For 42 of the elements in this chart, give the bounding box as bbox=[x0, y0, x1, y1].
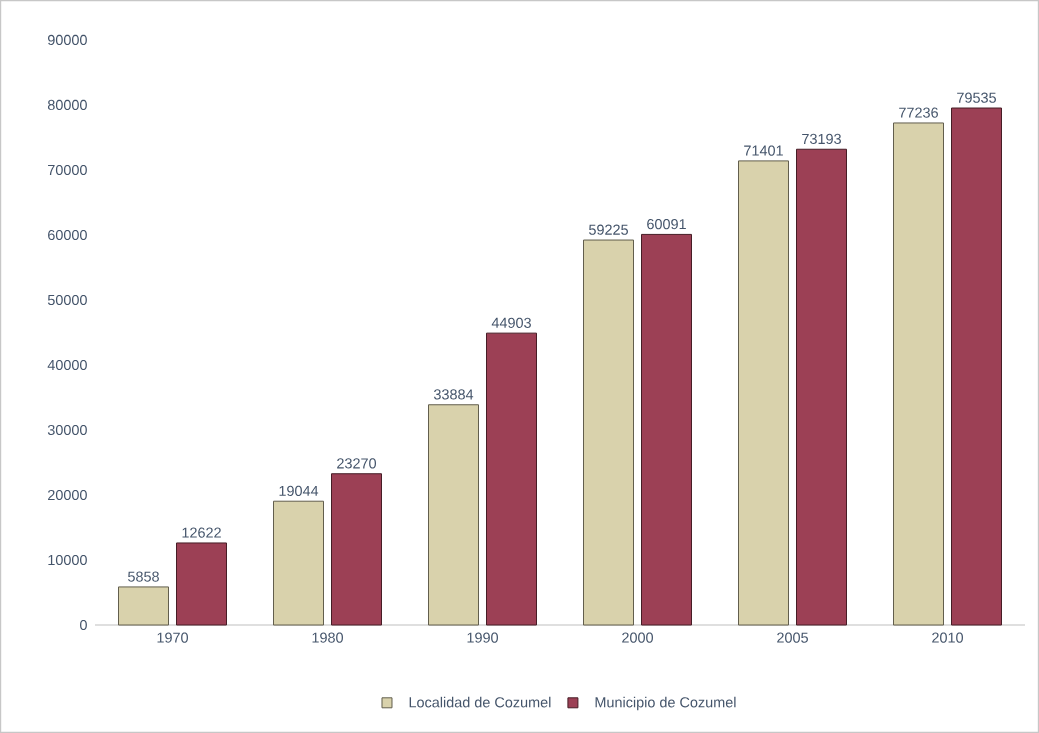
bar bbox=[951, 107, 1003, 626]
y-tick-label: 80000 bbox=[47, 99, 87, 111]
bar bbox=[796, 148, 847, 626]
bar bbox=[641, 233, 692, 626]
data-label: 73193 bbox=[802, 133, 841, 145]
y-tick-label: 40000 bbox=[47, 359, 87, 371]
y-tick-label: 70000 bbox=[48, 164, 87, 176]
x-tick-label: 1990 bbox=[467, 632, 498, 643]
x-tick-label: 1970 bbox=[157, 632, 188, 643]
legend-label: Municipio de Cozumel bbox=[595, 696, 736, 711]
y-tick-label: 30000 bbox=[47, 424, 87, 436]
y-tick-label: 60000 bbox=[48, 229, 87, 241]
y-tick-label: 20000 bbox=[48, 489, 87, 501]
bar bbox=[118, 586, 169, 626]
data-label: 71401 bbox=[744, 145, 783, 156]
data-label: 44903 bbox=[491, 317, 531, 328]
data-label: 12622 bbox=[182, 527, 221, 538]
x-tick-label: 2005 bbox=[777, 632, 808, 643]
bar bbox=[486, 332, 537, 626]
bar bbox=[893, 122, 944, 626]
data-label: 79535 bbox=[957, 92, 996, 103]
y-tick-label: 90000 bbox=[47, 34, 87, 46]
data-label: 5858 bbox=[128, 571, 159, 582]
bar bbox=[273, 500, 324, 626]
bar bbox=[428, 404, 479, 626]
x-tick-label: 1980 bbox=[312, 632, 343, 643]
bar bbox=[738, 160, 789, 626]
data-label: 59225 bbox=[589, 224, 628, 235]
bar bbox=[583, 239, 634, 626]
y-tick-label: 50000 bbox=[47, 294, 87, 306]
data-label: 33884 bbox=[433, 389, 474, 400]
data-label: 23270 bbox=[337, 458, 377, 469]
y-tick-label: 10000 bbox=[48, 554, 87, 566]
data-label: 60091 bbox=[647, 218, 686, 230]
y-tick-label: 0 bbox=[80, 619, 87, 631]
legend-label: Localidad de Cozumel bbox=[409, 696, 551, 708]
x-tick-label: 2000 bbox=[622, 632, 653, 643]
x-tick-label: 2010 bbox=[932, 632, 963, 643]
data-label: 19044 bbox=[279, 485, 319, 497]
bar bbox=[176, 542, 227, 626]
bar bbox=[331, 473, 382, 626]
data-label: 77236 bbox=[899, 107, 938, 118]
